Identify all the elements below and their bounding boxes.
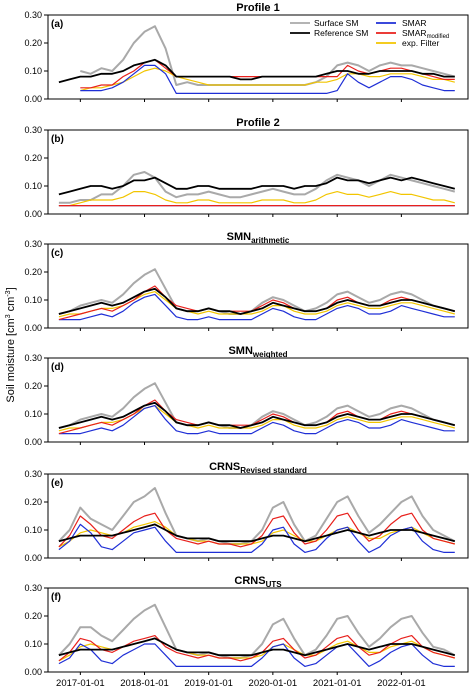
plot-frame <box>47 473 469 559</box>
series-line-smar <box>58 643 455 667</box>
series-line-reference-sm <box>58 523 456 543</box>
y-tick-label: 0.10 <box>24 525 42 535</box>
legend-label: Reference SM <box>314 28 368 38</box>
panel-title: SMNweighted <box>228 345 287 359</box>
x-tick-label: 2020-01-01 <box>249 678 298 689</box>
plot-frame <box>47 14 469 100</box>
series-line-reference-sm <box>58 287 456 315</box>
y-tick-label: 0.30 <box>24 469 42 479</box>
y-tick-label: 0.10 <box>24 409 42 419</box>
series-line-reference-sm <box>58 637 456 657</box>
y-tick-label: 0.10 <box>24 66 42 76</box>
y-tick-label: 0.30 <box>24 125 42 135</box>
y-tick-label: 0.30 <box>24 353 42 363</box>
plot-frame <box>47 243 469 329</box>
legend-label: exp. Filter <box>402 38 439 48</box>
x-axis-tick-labels: 2017-01-01 2018-01-01 2019-01-01 2020-01-01… <box>56 678 426 689</box>
panel-title: CRNSRevised standard <box>209 461 307 475</box>
panel-letter: (f) <box>51 592 61 603</box>
y-tick-label: 0.10 <box>24 181 42 191</box>
series-line-surface-sm <box>58 382 456 429</box>
y-tick-label: 0.00 <box>24 94 42 104</box>
y-tick-label: 0.30 <box>24 239 42 249</box>
y-tick-label: 0.00 <box>24 553 42 563</box>
panel-letter: (c) <box>51 248 63 259</box>
y-tick-label: 0.20 <box>24 153 42 163</box>
plot-frame <box>47 357 469 443</box>
y-tick-label: 0.00 <box>24 209 42 219</box>
series-line-smar <box>80 64 455 94</box>
series-line-smar <box>58 523 455 553</box>
series-line-reference-sm <box>58 58 455 84</box>
panel-title: SMNarithmetic <box>227 231 290 245</box>
legend-label: SMARmodified <box>402 28 449 40</box>
series-line-smar <box>58 293 455 321</box>
legend-label: SMAR <box>402 18 427 28</box>
series-line-smar-modified <box>58 285 455 321</box>
y-tick-label: 0.20 <box>24 267 42 277</box>
panel-letter: (a) <box>51 19 63 30</box>
y-tick-label: 0.20 <box>24 497 42 507</box>
x-tick-label: 2018-01-01 <box>120 678 169 689</box>
series-line-surface-sm <box>58 268 456 315</box>
legend: Surface SM SMAR Reference SM SMARmodifiedex… <box>290 18 449 48</box>
x-tick-label: 2017-01-01 <box>56 678 105 689</box>
panel-3: SMNweighted 0.00 0.10 0.20 0.30 (d) <box>24 345 469 447</box>
series-line-surface-sm <box>58 487 456 545</box>
y-tick-label: 0.30 <box>24 10 42 20</box>
panel-title: Profile 1 <box>236 2 279 14</box>
series-line-reference-sm <box>58 401 456 429</box>
y-tick-label: 0.00 <box>24 323 42 333</box>
y-tick-label: 0.20 <box>24 611 42 621</box>
y-axis-label: Soil moisture [cm3 cm-3] <box>5 287 17 402</box>
y-tick-label: 0.30 <box>24 583 42 593</box>
legend-label: Surface SM <box>314 18 358 28</box>
y-tick-label: 0.20 <box>24 381 42 391</box>
panel-title: Profile 2 <box>236 117 279 129</box>
y-tick-label: 0.00 <box>24 667 42 677</box>
panel-1: Profile 2 0.00 0.10 0.20 0.30 (b) <box>24 117 469 219</box>
panel-0: Profile 1 0.00 0.10 0.20 0.30 (a) Surface SM SM… <box>24 2 469 104</box>
series-line-smar-modified <box>58 399 455 435</box>
series-line-exp-filter <box>80 67 455 92</box>
y-tick-label: 0.10 <box>24 639 42 649</box>
plot-frame <box>47 129 469 215</box>
x-tick-label: 2021-01-01 <box>313 678 362 689</box>
panel-4: CRNSRevised standard 0.00 0.10 0.20 0.30 (e) <box>24 461 469 563</box>
x-tick-label: 2019-01-01 <box>184 678 233 689</box>
y-tick-label: 0.10 <box>24 295 42 305</box>
plot-frame <box>47 587 469 673</box>
series-line-surface-sm <box>58 603 456 659</box>
panel-5: CRNSUTS 0.00 0.10 0.20 0.30 (f) <box>24 575 469 677</box>
series-line-smar <box>58 405 455 435</box>
series-line-reference-sm <box>58 176 456 196</box>
x-tick-label: 2022-01-01 <box>377 678 426 689</box>
panel-letter: (d) <box>51 362 64 373</box>
y-tick-label: 0.20 <box>24 38 42 48</box>
series-line-exp-filter <box>58 191 455 207</box>
panel-letter: (b) <box>51 134 64 145</box>
panel-2: SMNarithmetic 0.00 0.10 0.20 0.30 (c) <box>24 231 469 333</box>
panel-letter: (e) <box>51 478 63 489</box>
panel-title: CRNSUTS <box>234 575 282 589</box>
y-tick-label: 0.00 <box>24 437 42 447</box>
